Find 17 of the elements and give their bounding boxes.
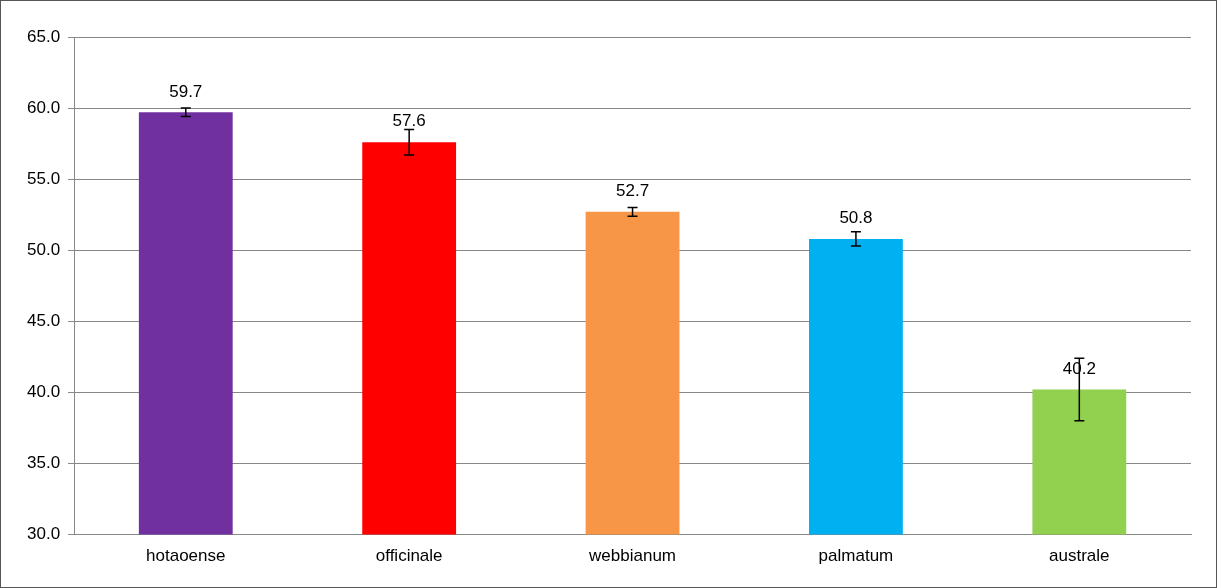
y-tick-label: 55.0 — [26, 168, 61, 188]
x-tick-label: hotaoense — [146, 546, 226, 566]
y-tick-label: 60.0 — [26, 97, 61, 117]
y-tick-label: 65.0 — [26, 26, 61, 46]
y-tick-label: 40.0 — [26, 382, 61, 402]
data-label: 52.7 — [616, 181, 650, 201]
data-label: 57.6 — [392, 111, 426, 131]
y-tick-label: 50.0 — [26, 239, 61, 259]
y-tick-label: 45.0 — [26, 311, 61, 331]
x-tick-label: webbianum — [588, 546, 677, 566]
y-tick-label: 35.0 — [26, 453, 61, 473]
data-label: 59.7 — [169, 81, 203, 101]
x-tick-label: palmatum — [818, 546, 894, 566]
y-tick-label: 30.0 — [26, 524, 61, 544]
x-tick-label: officinale — [375, 546, 443, 566]
x-tick-label: australe — [1049, 546, 1110, 566]
data-label: 50.8 — [839, 208, 873, 228]
